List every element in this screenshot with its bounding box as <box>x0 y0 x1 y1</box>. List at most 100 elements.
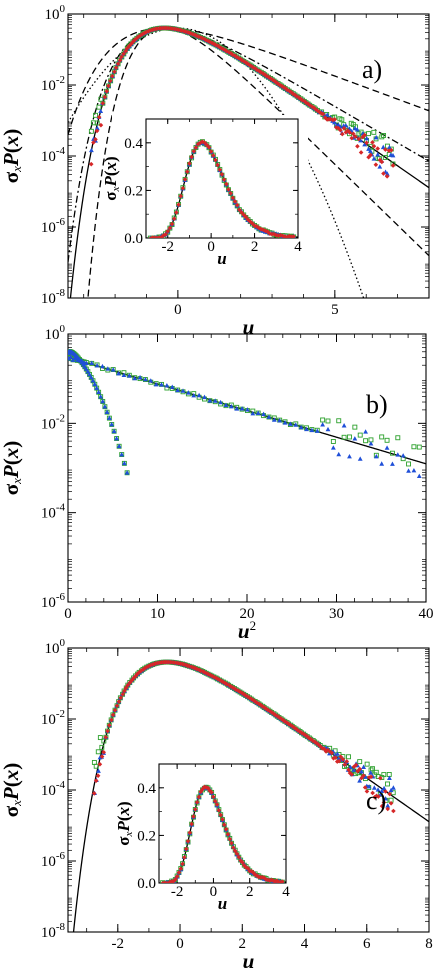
inset-data-point <box>182 855 187 860</box>
inset-data-point <box>222 822 227 828</box>
data-point <box>378 775 383 781</box>
data-point <box>377 157 383 163</box>
inset-data-point <box>176 870 182 875</box>
data-point <box>170 26 175 31</box>
inset-data-point <box>198 789 204 795</box>
inset-data-point <box>239 210 244 215</box>
data-point <box>379 159 385 165</box>
data-point <box>363 429 368 434</box>
data-point <box>282 420 288 425</box>
inset-data-point <box>193 145 199 150</box>
data-point <box>364 789 370 794</box>
data-point <box>349 772 355 777</box>
data-point <box>223 402 229 408</box>
data-point <box>312 739 318 745</box>
data-point <box>381 800 387 805</box>
x-tick-label: 0 <box>174 302 182 318</box>
y-axis-label: σxP(x) <box>0 129 24 184</box>
data-point <box>336 418 342 424</box>
data-point <box>363 438 369 444</box>
chart-panel-1: 0 10 20 30 40 10-6 10-4 10-2 100 u2 σxP(x) b) <box>0 323 434 643</box>
data-point <box>237 689 243 695</box>
inset-data-point <box>189 154 194 160</box>
data-point <box>338 754 343 760</box>
data-point <box>105 728 110 734</box>
data-point <box>346 767 351 773</box>
y-tick-label: 0.4 <box>124 136 143 152</box>
x-tick-label: -2 <box>161 239 174 255</box>
data-point <box>347 130 353 135</box>
inset-data-point <box>187 161 192 166</box>
data-point <box>185 390 191 395</box>
data-point <box>236 55 241 61</box>
data-point <box>134 671 140 677</box>
data-point <box>371 129 377 135</box>
data-point <box>275 713 280 719</box>
data-point <box>385 803 391 808</box>
data-point <box>215 676 221 682</box>
data-point <box>121 372 127 378</box>
data-point <box>364 135 370 141</box>
inset-data-point <box>267 231 273 236</box>
data-point <box>101 749 106 755</box>
plot-area <box>72 659 429 932</box>
inset-data-point <box>232 848 238 854</box>
data-point <box>313 106 318 112</box>
data-point <box>384 437 390 443</box>
y-axis-label: σxP(x) <box>114 801 135 845</box>
y-tick-label: 10-6 <box>41 591 66 611</box>
inset-data-point <box>200 786 205 792</box>
data-point <box>381 785 387 791</box>
data-point <box>234 406 240 411</box>
data-point <box>188 31 194 36</box>
data-point <box>288 421 293 426</box>
data-point <box>292 92 298 98</box>
y-tick-label: 0.2 <box>124 183 143 199</box>
data-point <box>108 78 113 84</box>
data-point <box>416 473 422 479</box>
data-point <box>245 407 250 412</box>
x-axis-label: u2 <box>238 618 256 643</box>
inset-data-point <box>267 878 272 883</box>
data-point <box>93 112 98 118</box>
data-point <box>357 759 363 765</box>
data-point <box>359 769 364 774</box>
data-point <box>367 148 373 153</box>
data-point <box>357 766 363 772</box>
data-point <box>366 784 372 789</box>
inset-data-point <box>191 814 196 819</box>
data-point <box>384 174 390 179</box>
inset-data-point <box>254 224 260 229</box>
data-point <box>395 452 401 457</box>
y-tick-label: 10-8 <box>41 921 66 941</box>
data-point <box>416 444 422 450</box>
inset-data-point <box>237 207 242 212</box>
data-point <box>87 371 92 377</box>
data-point <box>320 422 326 427</box>
data-point <box>290 724 295 729</box>
x-axis-label: u <box>243 949 255 971</box>
inset-data-point <box>263 228 268 234</box>
data-point <box>347 770 353 776</box>
data-point <box>91 140 96 145</box>
data-point <box>255 410 261 415</box>
data-point <box>359 775 364 781</box>
inset-data-point <box>182 177 188 182</box>
inset-data-point <box>215 162 220 168</box>
inset-data-point <box>241 863 247 868</box>
y-tick-label: 10-6 <box>41 850 66 870</box>
data-point <box>341 434 347 440</box>
data-point <box>370 140 375 145</box>
data-point <box>387 775 392 780</box>
data-point <box>376 794 381 799</box>
data-point <box>243 60 249 65</box>
data-point <box>96 768 101 773</box>
chart-panel-0: 0 5 10-8 10-6 10-4 10-2 100 u σxP(x) -2 0 2 4 0.0 0.2 0… <box>0 3 430 339</box>
data-point <box>388 147 394 153</box>
y-tick-label: 0.2 <box>137 828 156 844</box>
inset-data-point <box>192 807 198 812</box>
data-point <box>293 422 299 427</box>
data-point <box>191 392 197 398</box>
inset-data-point <box>245 217 251 222</box>
